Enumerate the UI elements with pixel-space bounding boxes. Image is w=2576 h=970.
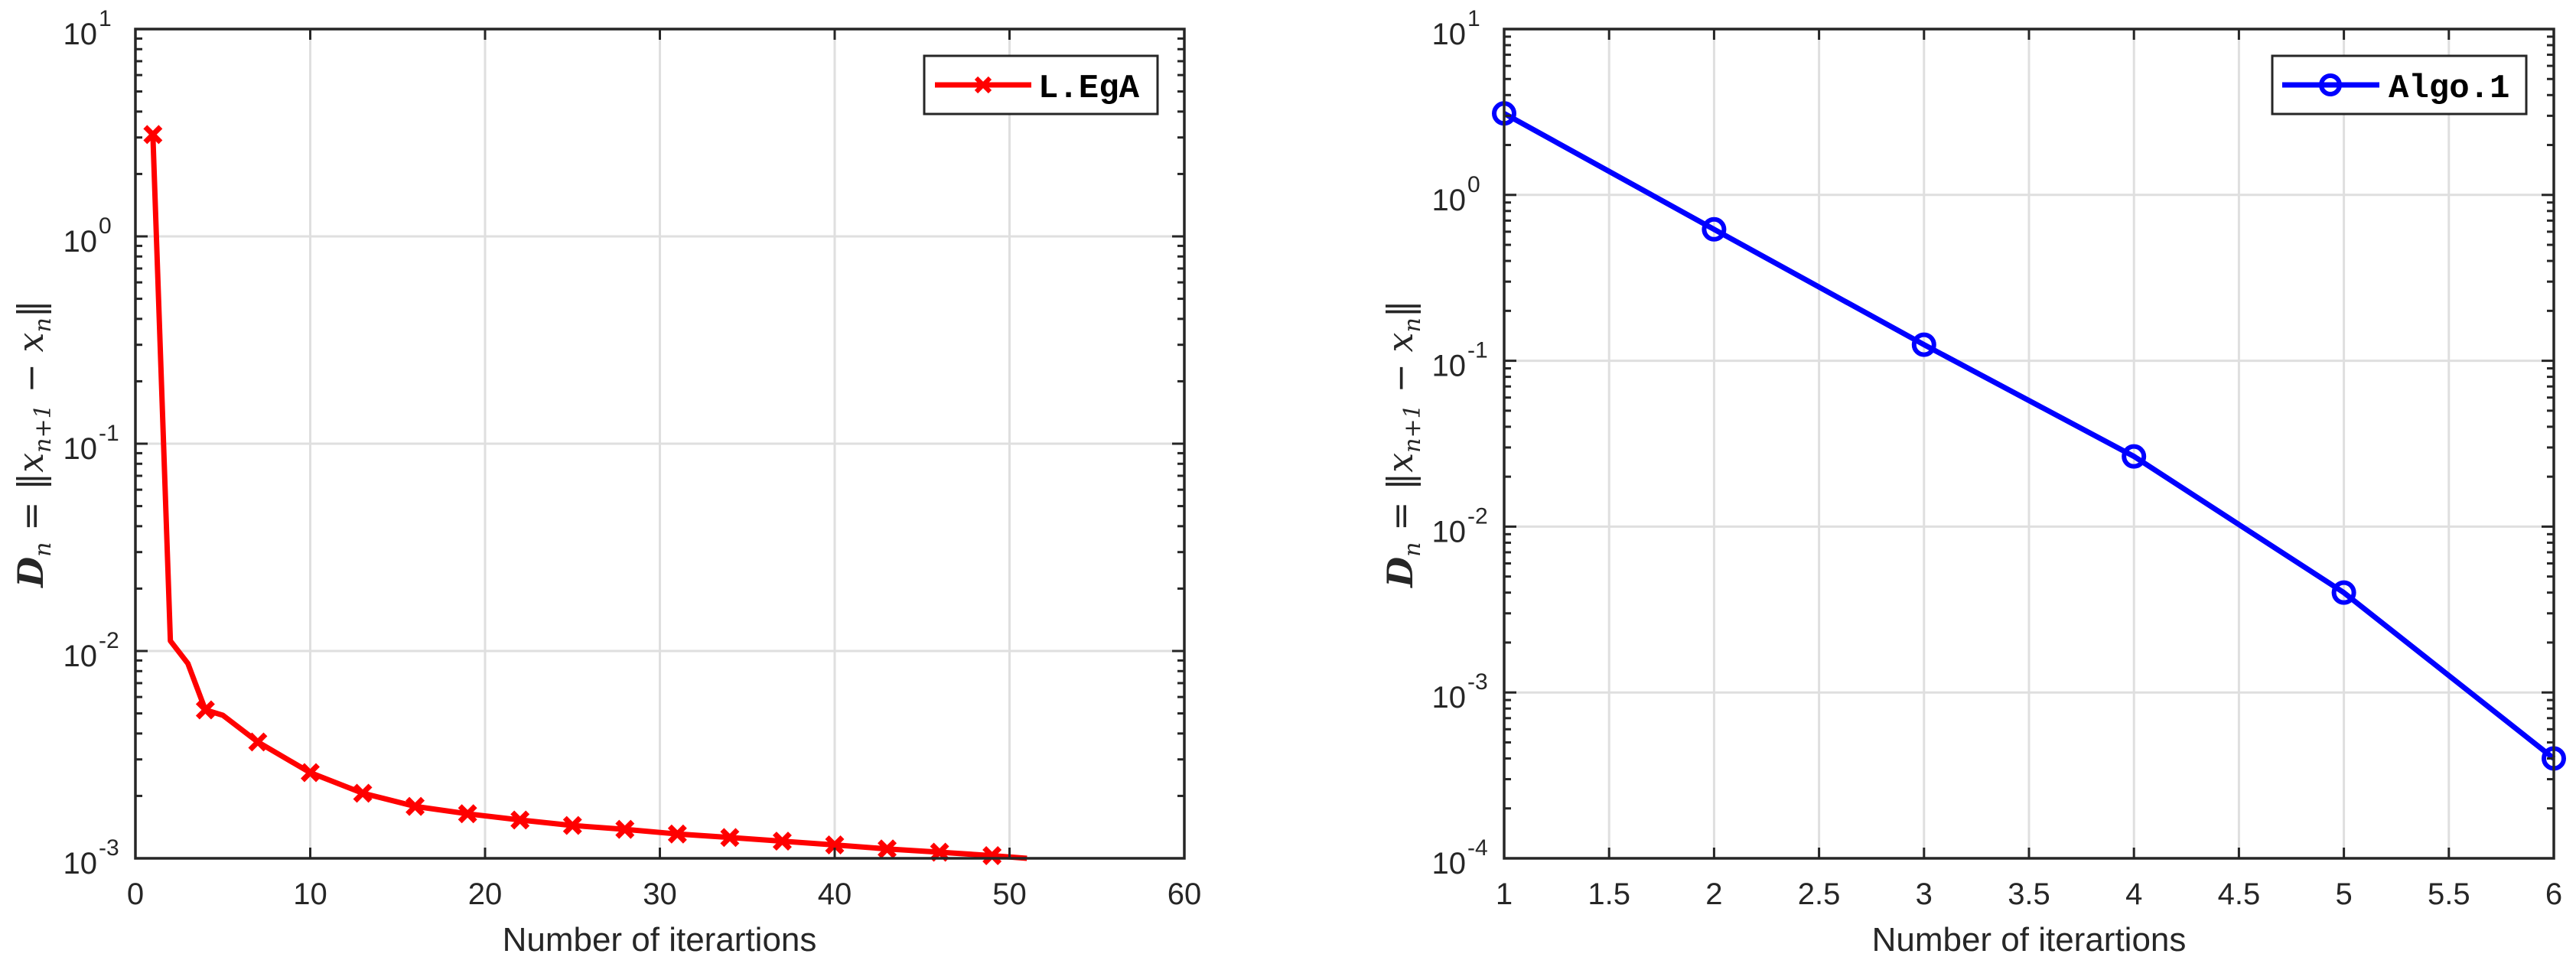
y-tick-label: 10 — [64, 432, 98, 466]
x-tick-label: 3.5 — [2008, 877, 2050, 911]
x-tick-label: 60 — [1168, 877, 1202, 911]
left-x-tick-labels: 0 10 20 30 40 50 60 — [127, 877, 1201, 911]
x-tick-label: 10 — [293, 877, 327, 911]
right-legend[interactable]: Algo.1 — [2271, 54, 2528, 116]
y-tick-exponent: 0 — [99, 213, 112, 239]
circle-marker — [1702, 216, 1727, 242]
x-tick-label: 4 — [2125, 877, 2142, 911]
y-tick-exponent: -4 — [1467, 835, 1488, 861]
x-marker — [667, 824, 687, 844]
y-tick-exponent: -3 — [1467, 669, 1488, 695]
x-marker — [562, 815, 582, 835]
circle-marker-icon — [2319, 73, 2342, 96]
x-tick-label: 1.5 — [1588, 877, 1630, 911]
circle-marker — [1911, 332, 1936, 357]
x-tick-label: 2 — [1705, 877, 1722, 911]
x-tick-label: 1 — [1496, 877, 1513, 911]
x-marker — [143, 125, 163, 145]
circle-marker — [2122, 444, 2147, 469]
y-tick-exponent: 0 — [1467, 172, 1480, 197]
x-marker — [301, 763, 320, 783]
circle-marker — [2331, 580, 2356, 605]
left-x-axis-label: Number of iterartions — [503, 921, 817, 959]
y-tick-exponent: -2 — [1467, 503, 1488, 529]
x-marker — [405, 796, 425, 816]
x-tick-label: 40 — [818, 877, 852, 911]
y-tick-label: 10 — [1432, 350, 1467, 383]
y-tick-exponent: -1 — [99, 421, 119, 446]
x-tick-label: 0 — [127, 877, 144, 911]
y-tick-exponent: -2 — [99, 628, 119, 653]
x-marker — [772, 832, 792, 851]
svg-text:Dn = ‖xn+1 − xn‖: Dn = ‖xn+1 − xn‖ — [1379, 300, 1426, 589]
legend-label-lega: L.EgA — [1038, 70, 1140, 108]
x-tick-label: 5.5 — [2428, 877, 2470, 911]
y-tick-label: 10 — [64, 640, 98, 673]
y-tick-label: 10 — [64, 847, 98, 880]
legend-label-algo1: Algo.1 — [2389, 70, 2509, 108]
x-tick-label: 2.5 — [1798, 877, 1841, 911]
x-tick-label: 3 — [1916, 877, 1933, 911]
x-marker-icon — [974, 76, 992, 94]
x-marker — [825, 835, 845, 855]
left-grid — [135, 29, 1184, 858]
x-marker — [510, 810, 530, 830]
y-tick-exponent: 1 — [1467, 6, 1480, 31]
y-tick-exponent: -3 — [99, 835, 119, 861]
right-x-axis-label: Number of iterartions — [1872, 921, 2187, 959]
right-axes-box — [1503, 28, 2555, 860]
x-marker — [982, 846, 1002, 865]
left-series-lega — [143, 125, 1027, 865]
right-chart-panel: 1 1.5 2 2.5 3 3.5 4 4.5 5 5.5 6 10-410-310-210-110… — [1379, 6, 2566, 959]
svg-text:Dn = ‖xn+1 − xn‖: Dn = ‖xn+1 − xn‖ — [10, 300, 57, 589]
right-y-axis-label: Dn = ‖xn+1 − xn‖ — [1379, 300, 1426, 589]
x-tick-label: 20 — [468, 877, 503, 911]
x-marker — [458, 804, 477, 824]
left-legend[interactable]: L.EgA — [923, 54, 1159, 116]
x-marker — [615, 819, 635, 839]
y-tick-label: 10 — [1432, 847, 1467, 880]
y-tick-label: 10 — [64, 18, 98, 51]
y-tick-label: 10 — [1432, 184, 1467, 217]
x-tick-label: 30 — [643, 877, 677, 911]
right-grid — [1504, 29, 2554, 858]
y-tick-label: 10 — [1432, 681, 1467, 714]
x-marker — [878, 839, 897, 859]
right-x-tick-labels: 1 1.5 2 2.5 3 3.5 4 4.5 5 5.5 6 — [1496, 877, 2562, 911]
x-tick-label: 50 — [992, 877, 1027, 911]
x-tick-label: 4.5 — [2218, 877, 2261, 911]
x-marker — [720, 828, 740, 848]
y-tick-exponent: 1 — [99, 6, 112, 31]
y-tick-label: 10 — [1432, 515, 1467, 548]
x-marker — [248, 732, 268, 752]
left-y-axis-label: Dn = ‖xn+1 − xn‖ — [10, 300, 57, 589]
x-marker — [353, 783, 373, 803]
left-axes-box — [134, 28, 1186, 860]
y-tick-label: 10 — [64, 225, 98, 259]
y-tick-label: 10 — [1432, 18, 1467, 51]
x-tick-label: 6 — [2545, 877, 2562, 911]
x-marker — [195, 700, 215, 720]
y-tick-exponent: -1 — [1467, 338, 1488, 363]
x-tick-label: 5 — [2335, 877, 2352, 911]
